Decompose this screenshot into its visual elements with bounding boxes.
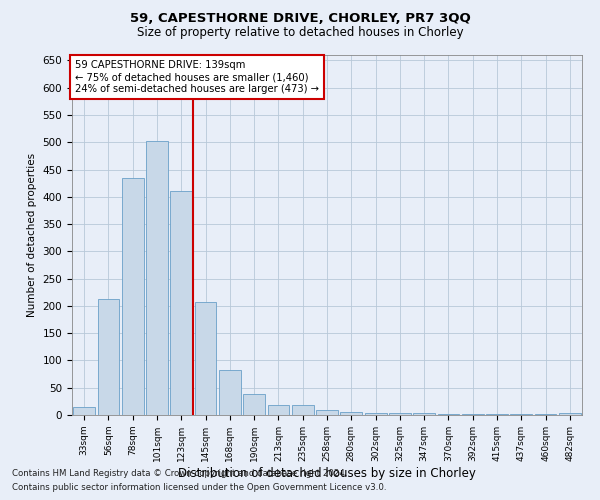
Bar xyxy=(389,413,411,415)
Bar xyxy=(122,178,143,415)
Bar xyxy=(559,413,581,415)
Bar xyxy=(194,302,217,415)
Text: 59 CAPESTHORNE DRIVE: 139sqm
← 75% of detached houses are smaller (1,460)
24% of: 59 CAPESTHORNE DRIVE: 139sqm ← 75% of de… xyxy=(74,60,319,94)
Bar xyxy=(97,300,119,415)
Bar xyxy=(292,405,314,415)
Bar xyxy=(170,192,192,415)
Text: Contains HM Land Registry data © Crown copyright and database right 2024.: Contains HM Land Registry data © Crown c… xyxy=(12,468,347,477)
Bar xyxy=(316,410,338,415)
Text: Contains public sector information licensed under the Open Government Licence v3: Contains public sector information licen… xyxy=(12,484,386,492)
Y-axis label: Number of detached properties: Number of detached properties xyxy=(27,153,37,317)
Bar xyxy=(268,405,289,415)
Bar xyxy=(365,413,386,415)
Bar xyxy=(462,414,484,415)
Bar xyxy=(146,140,168,415)
Bar xyxy=(486,414,508,415)
Bar xyxy=(340,412,362,415)
Text: 59, CAPESTHORNE DRIVE, CHORLEY, PR7 3QQ: 59, CAPESTHORNE DRIVE, CHORLEY, PR7 3QQ xyxy=(130,12,470,26)
Bar xyxy=(73,407,95,415)
Bar xyxy=(437,414,460,415)
X-axis label: Distribution of detached houses by size in Chorley: Distribution of detached houses by size … xyxy=(178,466,476,479)
Bar xyxy=(243,394,265,415)
Bar xyxy=(219,370,241,415)
Bar xyxy=(413,413,435,415)
Bar xyxy=(511,414,532,415)
Bar xyxy=(535,414,556,415)
Text: Size of property relative to detached houses in Chorley: Size of property relative to detached ho… xyxy=(137,26,463,39)
